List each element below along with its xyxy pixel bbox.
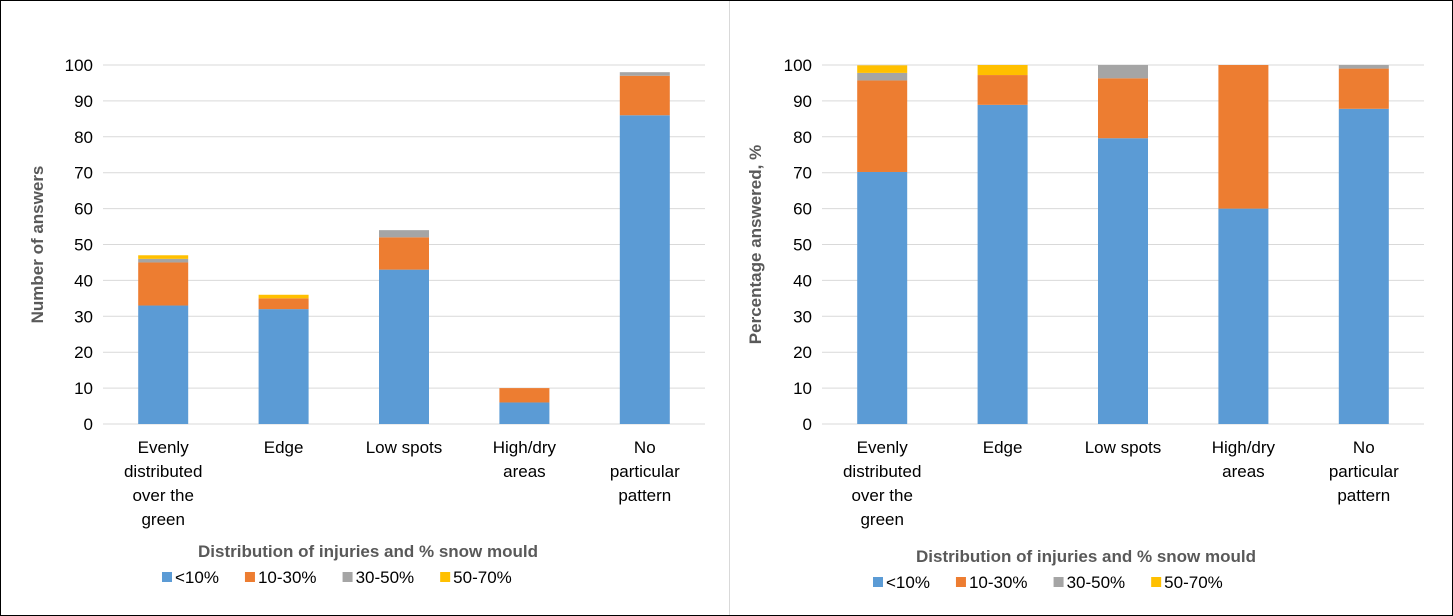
bar-segment	[258, 309, 309, 424]
legend-label: 50-70%	[453, 568, 512, 587]
x-tick-label: Low spots	[1085, 438, 1162, 457]
bar-segment	[857, 171, 908, 424]
legend-swatch	[342, 572, 353, 582]
legend-swatch	[873, 577, 883, 587]
bar-segment	[138, 255, 189, 259]
x-tick-label: Evenly distributed over the green	[843, 438, 921, 529]
y-tick-label: 20	[793, 343, 812, 362]
chart-left: 0 10 20 30 40 50 60 70 80 90 100 Evenly distributed o…	[28, 56, 705, 587]
bar-segment	[258, 294, 309, 299]
legend-label: 50-70%	[1164, 573, 1223, 592]
chart-right: 0 10 20 30 40 50 60 70 80 90 100 Evenly distributed o…	[746, 56, 1424, 592]
bar-segment	[619, 72, 670, 76]
bar-segment	[1098, 65, 1148, 79]
legend-label: 30-50%	[356, 568, 415, 587]
x-tick-label: Edge	[264, 438, 304, 457]
bar-segment	[857, 80, 908, 172]
legend-swatch	[162, 572, 172, 582]
legend-swatch	[1053, 577, 1064, 587]
y-axis-title: Number of answers	[28, 166, 47, 324]
y-tick-label: 80	[793, 128, 812, 147]
y-tick-label: 30	[793, 307, 812, 326]
y-tick-label: 0	[803, 415, 812, 434]
y-tick-label: 50	[793, 236, 812, 255]
legend-label: 10-30%	[969, 573, 1028, 592]
bar-segment	[977, 104, 1028, 424]
bar-segment	[1098, 78, 1148, 139]
legend-title: Distribution of injuries and % snow moul…	[198, 542, 538, 561]
legend-swatch	[244, 572, 255, 582]
x-tick-label: Evenly distributed over the green	[124, 438, 202, 529]
y-tick-label: 70	[74, 164, 93, 183]
bar-segment	[857, 65, 908, 73]
y-tick-label: 20	[74, 343, 93, 362]
legend: <10% 10-30% 30-50% 50-70%	[162, 568, 512, 587]
x-tick-label: No particular pattern	[610, 438, 680, 505]
bar-segment	[379, 237, 429, 270]
legend-title: Distribution of injuries and % snow moul…	[916, 547, 1256, 566]
y-tick-label: 0	[84, 415, 93, 434]
y-tick-label: 10	[793, 379, 812, 398]
legend-swatch	[440, 572, 451, 582]
bar-segment	[379, 269, 429, 424]
bar-segment	[258, 298, 309, 310]
bar-segment	[138, 305, 189, 424]
bar-segment	[857, 72, 908, 81]
y-tick-label: 10	[74, 379, 93, 398]
legend: <10% 10-30% 30-50% 50-70%	[873, 573, 1223, 592]
y-tick-label: 90	[793, 92, 812, 111]
bar-segment	[138, 262, 189, 306]
legend-swatch	[1151, 577, 1162, 587]
legend-label: 10-30%	[258, 568, 317, 587]
y-tick-label: 100	[784, 56, 812, 75]
bar-segment	[1218, 65, 1269, 209]
x-tick-label: High/dry areas	[1212, 438, 1276, 481]
bar-segment	[499, 388, 550, 403]
y-tick-label: 90	[74, 92, 93, 111]
bar-segment	[1338, 108, 1389, 424]
y-tick-label: 50	[74, 236, 93, 255]
bar-segment	[977, 65, 1028, 76]
y-tick-label: 100	[65, 56, 93, 75]
legend-label: <10%	[886, 573, 930, 592]
x-tick-label: Low spots	[366, 438, 443, 457]
y-tick-label: 40	[74, 271, 93, 290]
bar-segment	[138, 258, 189, 263]
bar-segment	[1338, 68, 1389, 109]
y-axis-title: Percentage answered, %	[746, 145, 765, 344]
bar-segment	[379, 230, 429, 238]
bar-segment	[619, 115, 670, 424]
legend-swatch	[955, 577, 966, 587]
y-tick-label: 40	[793, 271, 812, 290]
x-tick-label: No particular pattern	[1329, 438, 1399, 505]
bar-segment	[1338, 65, 1389, 69]
bar-segment	[499, 402, 550, 424]
x-tick-label: Edge	[983, 438, 1023, 457]
bar-segment	[619, 75, 670, 116]
bar-segment	[1098, 138, 1148, 424]
y-tick-label: 30	[74, 307, 93, 326]
bar-segment	[977, 75, 1028, 105]
y-tick-label: 60	[74, 200, 93, 219]
bar-segment	[1218, 208, 1269, 424]
legend-label: <10%	[175, 568, 219, 587]
x-tick-label: High/dry areas	[493, 438, 557, 481]
y-tick-label: 70	[793, 164, 812, 183]
legend-label: 30-50%	[1067, 573, 1126, 592]
y-tick-label: 60	[793, 200, 812, 219]
y-tick-label: 80	[74, 128, 93, 147]
